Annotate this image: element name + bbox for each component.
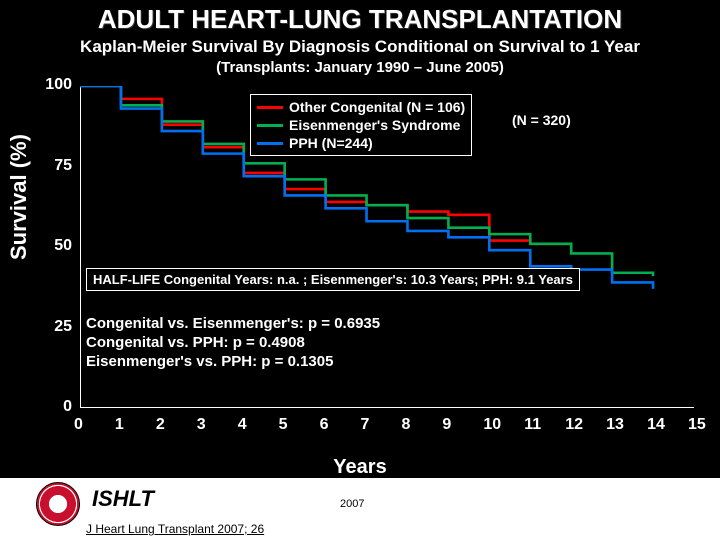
x-tick: 12 — [565, 416, 583, 434]
x-tick: 10 — [483, 416, 501, 434]
x-tick: 1 — [115, 416, 124, 434]
x-tick: 11 — [524, 416, 541, 434]
legend-item: Other Congenital (N = 106) — [257, 98, 465, 116]
legend-item: Eisenmenger's Syndrome — [257, 116, 465, 134]
ishlt-logo-icon — [36, 482, 80, 526]
x-tick: 15 — [688, 416, 706, 434]
x-tick: 7 — [361, 416, 370, 434]
y-tick: 0 — [63, 398, 72, 416]
footer-year: 2007 — [340, 498, 364, 510]
pvalue-line: Congenital vs. PPH: p = 0.4908 — [86, 333, 380, 352]
subtitle: Kaplan-Meier Survival By Diagnosis Condi… — [0, 35, 720, 57]
pvalue-line: Congenital vs. Eisenmenger's: p = 0.6935 — [86, 314, 380, 333]
x-tick: 6 — [320, 416, 329, 434]
x-tick: 13 — [606, 416, 624, 434]
legend-swatch-icon — [257, 106, 283, 109]
legend-item: PPH (N=244) — [257, 134, 465, 152]
x-tick: 0 — [74, 416, 83, 434]
x-tick: 9 — [442, 416, 451, 434]
x-tick: 5 — [279, 416, 288, 434]
legend-label: Other Congenital (N = 106) — [289, 99, 465, 115]
subtitle-2: (Transplants: January 1990 – June 2005) — [0, 57, 720, 76]
y-tick: 50 — [54, 237, 72, 255]
y-tick: 25 — [54, 318, 72, 336]
x-tick: 14 — [647, 416, 665, 434]
y-tick: 75 — [54, 157, 72, 175]
legend-label: PPH (N=244) — [289, 135, 373, 151]
legend-label: Eisenmenger's Syndrome — [289, 117, 460, 133]
x-tick: 2 — [156, 416, 165, 434]
citation: J Heart Lung Transplant 2007; 26 — [86, 522, 264, 536]
legend-swatch-icon — [257, 142, 283, 145]
halflife-box: HALF-LIFE Congenital Years: n.a. ; Eisen… — [86, 268, 580, 291]
x-tick: 3 — [197, 416, 206, 434]
p-values: Congenital vs. Eisenmenger's: p = 0.6935… — [86, 314, 380, 371]
x-axis-label: Years — [0, 456, 720, 479]
y-axis-label: Survival (%) — [6, 134, 32, 260]
y-tick: 100 — [45, 76, 72, 94]
legend-extra-n: (N = 320) — [512, 112, 571, 128]
legend-swatch-icon — [257, 124, 283, 127]
ishlt-text: ISHLT — [92, 486, 154, 512]
x-tick: 8 — [401, 416, 410, 434]
x-tick: 4 — [238, 416, 247, 434]
footer: ISHLT 2007 J Heart Lung Transplant 2007;… — [0, 478, 720, 540]
main-title: ADULT HEART-LUNG TRANSPLANTATION — [0, 0, 720, 35]
legend: Other Congenital (N = 106) Eisenmenger's … — [250, 94, 472, 156]
pvalue-line: Eisenmenger's vs. PPH: p = 0.1305 — [86, 352, 380, 371]
